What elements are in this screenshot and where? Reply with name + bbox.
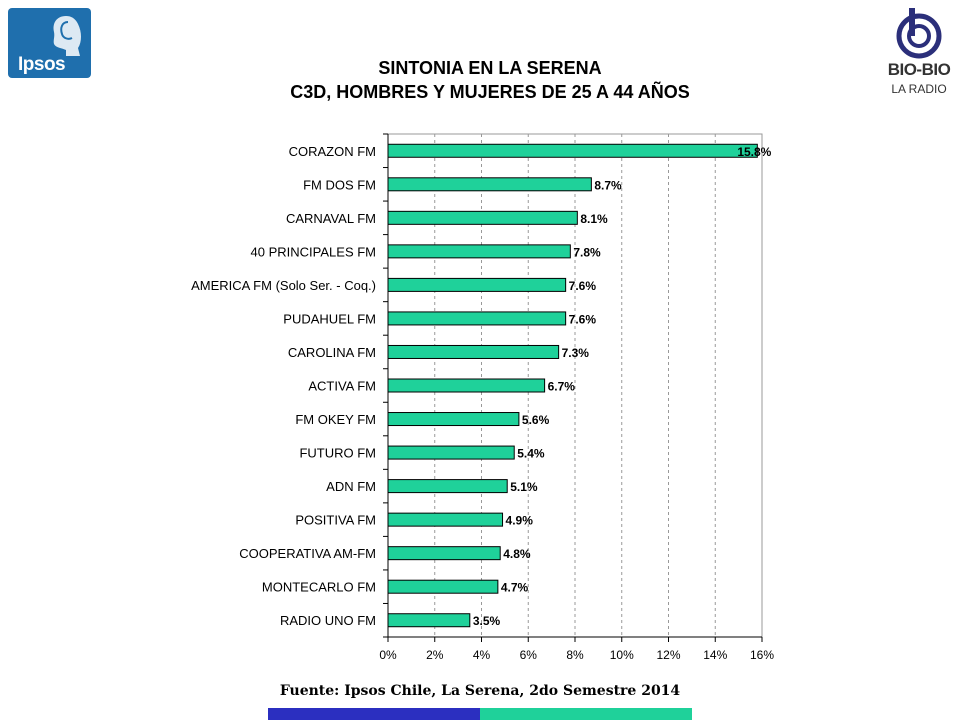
bar	[387, 613, 471, 628]
ipsos-logo: Ipsos	[8, 8, 91, 78]
bar	[387, 277, 567, 292]
category-label: ADN FM	[326, 479, 376, 494]
chart-title-line2: C3D, HOMBRES Y MUJERES DE 25 A 44 AÑOS	[290, 82, 690, 102]
data-label: 3.5%	[473, 614, 501, 628]
data-label: 5.1%	[510, 480, 538, 494]
data-label: 6.7%	[548, 380, 576, 394]
biobio-subtitle: LA RADIO	[891, 82, 947, 96]
footer-stripe-blue	[268, 708, 480, 720]
data-label: 7.6%	[569, 279, 597, 293]
bar	[387, 244, 571, 259]
x-tick-label: 2%	[426, 648, 444, 662]
category-label: COOPERATIVA AM-FM	[239, 546, 376, 561]
x-tick-label: 6%	[520, 648, 538, 662]
ipsos-wordmark: Ipsos	[18, 54, 66, 75]
bar	[387, 445, 515, 460]
bar	[387, 512, 504, 527]
data-label: 7.3%	[562, 346, 590, 360]
category-label: MONTECARLO FM	[262, 580, 376, 595]
ipsos-head-icon	[53, 16, 81, 56]
x-tick-label: 14%	[703, 648, 727, 662]
bar	[387, 177, 592, 192]
bar	[387, 143, 758, 158]
data-label: 4.7%	[501, 581, 529, 595]
bar	[387, 378, 546, 393]
category-label: AMERICA FM (Solo Ser. - Coq.)	[191, 278, 376, 293]
data-label: 5.6%	[522, 413, 550, 427]
source-note: Fuente: Ipsos Chile, La Serena, 2do Seme…	[279, 683, 681, 699]
bar	[387, 579, 499, 594]
biobio-name: BIO-BIO	[887, 60, 951, 79]
category-label: RADIO UNO FM	[280, 613, 376, 628]
category-label: CAROLINA FM	[288, 345, 376, 360]
category-label: CORAZON FM	[289, 144, 376, 159]
category-label: FM DOS FM	[303, 177, 376, 192]
biobio-mark-icon	[896, 8, 942, 59]
footer-stripe-green	[480, 708, 692, 720]
biobio-logo: BIO-BIO LA RADIO	[884, 6, 954, 102]
data-label: 8.1%	[580, 212, 608, 226]
bar	[387, 344, 560, 359]
chart-title-line1: SINTONIA EN LA SERENA	[378, 58, 602, 78]
x-tick-label: 0%	[379, 648, 397, 662]
data-label: 15.8%	[737, 145, 771, 159]
category-label: FUTURO FM	[299, 446, 376, 461]
category-label: PUDAHUEL FM	[283, 311, 376, 326]
data-label: 4.9%	[506, 514, 534, 528]
x-tick-label: 12%	[656, 648, 680, 662]
data-label: 4.8%	[503, 547, 531, 561]
category-label: ACTIVA FM	[308, 379, 376, 394]
x-tick-label: 8%	[566, 648, 584, 662]
category-label: 40 PRINCIPALES FM	[251, 244, 376, 259]
bar	[387, 412, 520, 427]
data-label: 5.4%	[517, 447, 545, 461]
category-label: FM OKEY FM	[295, 412, 376, 427]
category-label: CARNAVAL FM	[286, 211, 376, 226]
data-label: 8.7%	[594, 178, 622, 192]
bar	[387, 479, 508, 494]
data-label: 7.6%	[569, 312, 597, 326]
category-label: POSITIVA FM	[295, 513, 376, 528]
x-tick-label: 4%	[473, 648, 491, 662]
x-tick-label: 10%	[610, 648, 634, 662]
bar	[387, 210, 578, 225]
x-tick-label: 16%	[750, 648, 774, 662]
data-label: 7.8%	[573, 245, 601, 259]
bar	[387, 311, 567, 326]
bar	[387, 546, 501, 561]
